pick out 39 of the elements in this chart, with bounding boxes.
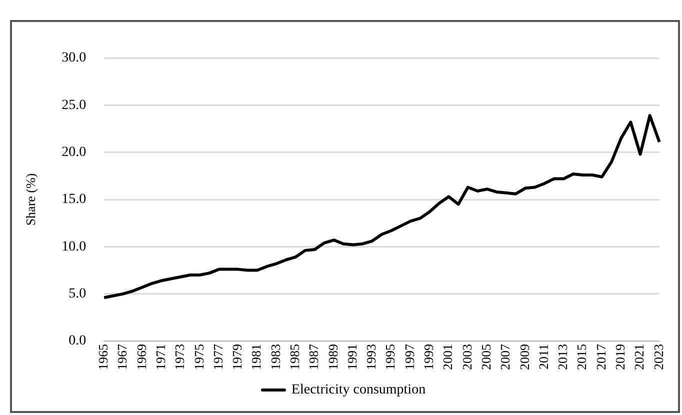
x-tick-label: 1989 <box>325 344 340 370</box>
x-tick-label: 1985 <box>287 344 302 370</box>
x-tick-label: 1977 <box>210 344 226 370</box>
x-tick-label: 2005 <box>478 344 494 370</box>
x-tick-label: 1993 <box>364 344 379 370</box>
x-tick-label: 2023 <box>650 344 666 370</box>
y-tick-label: 0.0 <box>68 334 86 349</box>
x-tick-label: 1975 <box>191 344 206 370</box>
x-tick-label: 1997 <box>402 344 417 370</box>
x-tick-label: 1965 <box>96 344 111 370</box>
x-tick-label: 2007 <box>498 344 513 370</box>
y-tick-label: 30.0 <box>62 50 86 66</box>
x-tick-label: 1971 <box>152 344 168 370</box>
x-tick-label: 2009 <box>516 344 532 370</box>
x-tick-label: 2017 <box>593 344 608 370</box>
x-tick-label: 2003 <box>459 344 474 370</box>
x-tick-label: 2013 <box>555 344 570 370</box>
x-tick-label: 2015 <box>574 344 590 370</box>
x-tick-label: 2011 <box>536 344 551 370</box>
legend-label: Electricity consumption <box>291 382 426 398</box>
x-tick-label: 2001 <box>440 344 456 370</box>
x-tick-label: 1967 <box>114 344 130 370</box>
y-tick-label: 10.0 <box>62 239 86 254</box>
x-tick-label: 1999 <box>421 344 436 370</box>
x-tick-label: 1995 <box>382 344 398 370</box>
y-tick-label: 20.0 <box>62 145 86 160</box>
x-tick-label: 1991 <box>344 344 360 370</box>
y-tick-label: 25.0 <box>62 98 86 113</box>
y-axis-title: Share (%) <box>23 173 38 226</box>
x-tick-label: 1979 <box>230 344 245 370</box>
x-tick-label: 1987 <box>306 344 322 370</box>
x-tick-label: 1983 <box>268 344 283 370</box>
x-tick-label: 1973 <box>172 344 188 370</box>
y-tick-label: 15.0 <box>62 192 86 208</box>
x-tick-label: 1969 <box>134 344 149 370</box>
y-tick-label: 5.0 <box>68 286 86 302</box>
x-tick-label: 2019 <box>612 344 628 370</box>
x-tick-label: 2021 <box>632 344 647 370</box>
x-tick-label: 1981 <box>248 344 264 370</box>
